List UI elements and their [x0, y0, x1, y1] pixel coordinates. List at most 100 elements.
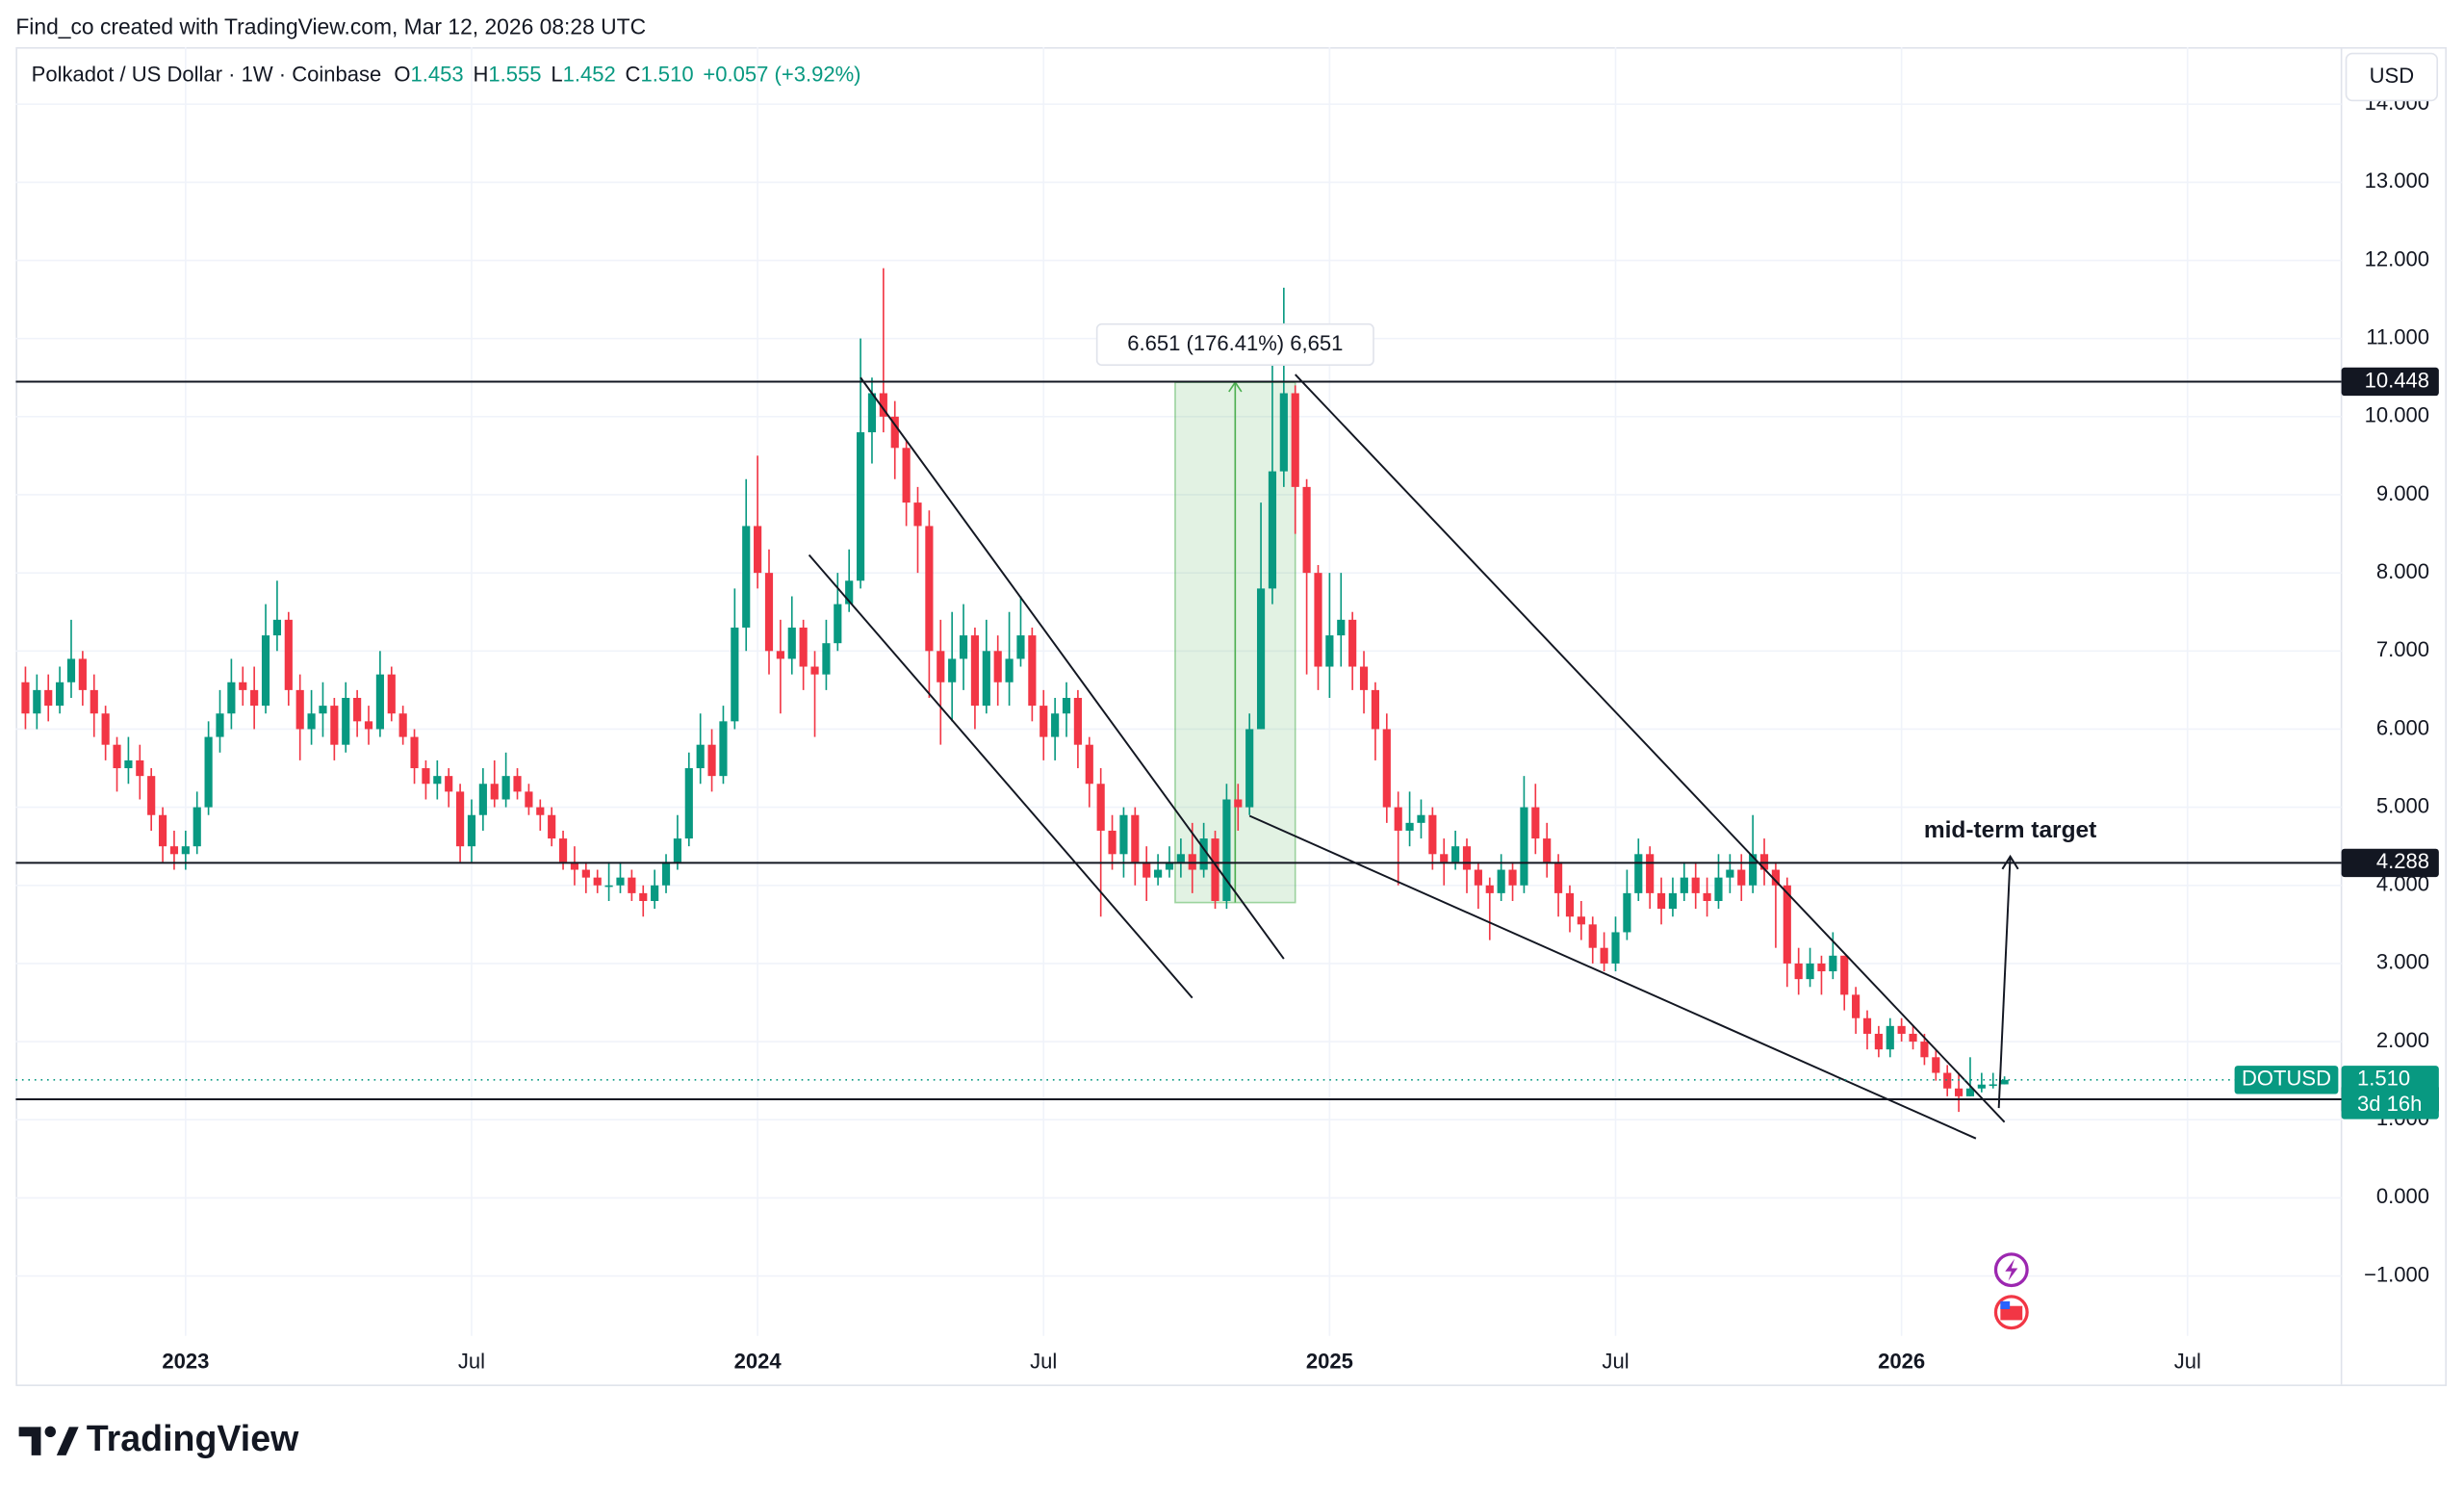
candle-body — [387, 674, 396, 714]
candle-body — [181, 846, 190, 855]
candle-body — [1806, 963, 1814, 980]
symbol-title: Polkadot / US Dollar · 1W · Coinbase — [32, 62, 382, 86]
candle-body — [822, 643, 831, 675]
candle-body — [192, 807, 201, 847]
target-arrow-head — [2001, 854, 2019, 870]
candle-body — [1119, 814, 1128, 855]
candle-body — [1817, 963, 1826, 972]
y-tick-label: 10.000 — [2365, 403, 2429, 427]
candle-body — [1554, 862, 1563, 893]
flag-glyph — [2000, 1305, 2023, 1321]
candle-body — [124, 759, 133, 769]
candle-body — [1337, 619, 1346, 636]
candle-body — [890, 416, 899, 449]
trendline — [808, 553, 1194, 999]
candle-body — [239, 682, 247, 690]
candle-body — [66, 658, 76, 682]
candle-body — [651, 885, 659, 901]
candle-body — [937, 651, 945, 682]
candle-body — [1359, 666, 1369, 690]
currency-button-label[interactable]: USD — [2370, 64, 2415, 88]
candle-body — [1440, 854, 1449, 862]
candle-body — [204, 736, 213, 808]
event-icons — [1993, 1252, 2029, 1330]
low-label: L — [551, 62, 562, 86]
candle-body — [856, 432, 865, 581]
candle-body — [1485, 885, 1494, 893]
x-tick-label: Jul — [1030, 1349, 1057, 1373]
candle-body — [1051, 713, 1060, 737]
candle-body — [696, 744, 705, 769]
candle-body — [422, 768, 430, 785]
candle-body — [216, 713, 224, 737]
candle-body — [628, 877, 636, 893]
candle-body — [570, 862, 579, 870]
axes: −1.0000.0001.0002.0003.0004.0005.0006.00… — [162, 90, 2439, 1373]
candle-body — [1737, 869, 1746, 886]
candle-body — [1154, 869, 1163, 878]
candle-body — [1600, 947, 1608, 964]
chart-frame — [15, 46, 2448, 1386]
x-tick-label: Jul — [2174, 1349, 2201, 1373]
high-label: H — [473, 62, 488, 86]
candle-body — [593, 877, 602, 886]
y-tick-label: 13.000 — [2365, 168, 2429, 193]
candle-body — [169, 846, 179, 855]
trendline — [1295, 373, 2006, 1123]
x-tick-label: 2026 — [1878, 1349, 1925, 1373]
x-tick-label: Jul — [1602, 1349, 1629, 1373]
measure-label-box — [1095, 322, 1374, 366]
currency-button[interactable]: USD — [2345, 52, 2439, 102]
candle-body — [1085, 744, 1093, 785]
candle-body — [78, 658, 87, 690]
candle-body — [1611, 932, 1620, 964]
candle-body — [581, 869, 590, 878]
y-tick-label: 8.000 — [2376, 559, 2429, 583]
candle-body — [867, 393, 877, 433]
candle-body — [250, 689, 259, 707]
candle-body — [1886, 1025, 1894, 1050]
candle-body — [319, 706, 327, 714]
candle-body — [959, 635, 968, 659]
open-label: O — [394, 62, 410, 86]
flag-canton — [2000, 1300, 2011, 1309]
candle-body — [1977, 1084, 1986, 1089]
candle-body — [1394, 807, 1402, 831]
candle-body — [1771, 869, 1780, 886]
candle-body — [1543, 838, 1552, 862]
candle-body — [1932, 1057, 1940, 1073]
measure-label: 6.651 (176.41%) 6,651 — [1127, 331, 1343, 355]
symbol-legend: Polkadot / US Dollar · 1W · Coinbase O 1.4… — [32, 62, 861, 86]
candle-body — [398, 713, 407, 737]
logo-dot — [44, 1426, 56, 1438]
candle-body — [284, 619, 293, 690]
candle-body — [295, 689, 304, 730]
candle-body — [33, 689, 41, 714]
candle-body — [1222, 799, 1231, 901]
level-label: 10.448 — [2365, 368, 2429, 392]
candle-body — [456, 791, 465, 847]
candle-body — [1531, 807, 1540, 839]
candle-body — [101, 713, 110, 745]
attribution: Find_co created with TradingView.com, Ma… — [15, 13, 646, 39]
low-value: 1.452 — [563, 62, 616, 86]
candle-body — [1040, 706, 1048, 737]
candle-body — [1668, 892, 1678, 910]
candle-body — [1909, 1033, 1917, 1043]
candle-body — [1943, 1072, 1952, 1089]
candle-body — [445, 776, 453, 792]
y-tick-label: 6.000 — [2376, 715, 2429, 739]
candle-body — [113, 744, 121, 769]
target-arrow — [1997, 856, 2012, 1109]
logo-mark — [18, 1427, 41, 1455]
candle-body — [467, 814, 476, 847]
candle-body — [707, 744, 716, 777]
candle-body — [913, 502, 922, 527]
candle-body — [970, 635, 980, 707]
currency-button-box[interactable] — [2345, 52, 2439, 102]
candle-body — [90, 689, 98, 714]
candle-body — [1211, 838, 1219, 901]
candle-body — [1108, 830, 1116, 855]
candle-body — [136, 759, 144, 777]
